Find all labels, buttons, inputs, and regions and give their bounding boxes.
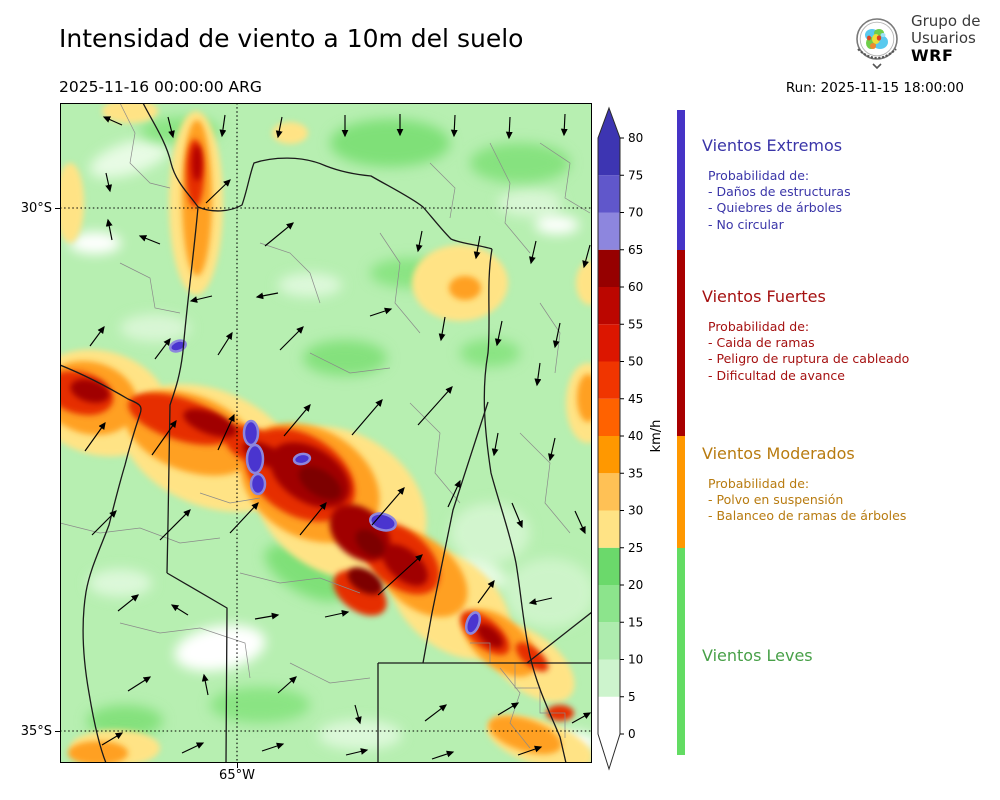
legend-section-leves: Vientos Leves	[702, 646, 992, 665]
category-bar-segment	[677, 436, 685, 548]
category-bar-segment	[677, 249, 685, 436]
svg-text:75: 75	[628, 168, 643, 182]
contour-fill-layer	[60, 103, 592, 763]
wind-arrows	[84, 113, 592, 760]
svg-text:10: 10	[628, 653, 643, 667]
axis-label-30s: 30°S	[20, 201, 52, 216]
province-borders	[60, 103, 592, 763]
svg-text:35: 35	[628, 466, 643, 480]
colorbar-unit-label: km/h	[649, 420, 664, 453]
legend-heading: Vientos Fuertes	[702, 287, 826, 306]
legend-section-moderados: Vientos Moderados Probabilidad de: - Pol…	[702, 444, 992, 525]
category-bar-segment	[677, 110, 685, 250]
svg-text:20: 20	[628, 578, 643, 592]
logo-globe-icon	[856, 18, 898, 70]
run-label: Run: 2025-11-15 18:00:00	[785, 80, 964, 96]
svg-text:60: 60	[628, 280, 643, 294]
svg-text:65: 65	[628, 243, 643, 257]
legend-heading: Vientos Extremos	[702, 136, 843, 155]
svg-text:55: 55	[628, 317, 643, 331]
legend-section-extremos: Vientos Extremos Probabilidad de: - Daño…	[702, 136, 992, 233]
category-bar-segment	[677, 547, 685, 755]
logo-text: Grupo de Usuarios WRF	[911, 12, 981, 65]
colorbar-bands	[598, 108, 620, 769]
category-bar	[677, 110, 685, 755]
axis-tick	[55, 731, 60, 732]
svg-text:0: 0	[628, 727, 636, 741]
legend-section-fuertes: Vientos Fuertes Probabilidad de: - Caida…	[702, 287, 992, 384]
axis-label-35s: 35°S	[20, 724, 52, 739]
axis-tick	[55, 208, 60, 209]
axis-label-65w: 65°W	[219, 768, 255, 783]
wind-intensity-map	[60, 103, 592, 763]
svg-text:80: 80	[628, 131, 643, 145]
svg-text:25: 25	[628, 541, 643, 555]
svg-text:50: 50	[628, 355, 643, 369]
map-frame	[60, 103, 592, 763]
extreme-wind-blobs	[169, 339, 482, 635]
svg-text:45: 45	[628, 392, 643, 406]
valid-time-label: 2025-11-16 00:00:00 ARG	[59, 78, 262, 96]
legend-heading: Vientos Leves	[702, 646, 813, 665]
graticule-lines	[60, 103, 592, 763]
svg-text:40: 40	[628, 429, 643, 443]
legend-heading: Vientos Moderados	[702, 444, 855, 463]
axis-tick	[237, 763, 238, 768]
svg-text:15: 15	[628, 615, 643, 629]
page-title: Intensidad de viento a 10m del suelo	[59, 24, 524, 53]
colorbar: 0 5 10 15 20 25 30 35 40 45 50 55 60 65 70 75 80 km/h	[597, 106, 664, 771]
colorbar-ticks: 0 5 10 15 20 25 30 35 40 45 50 55 60 65 70 75 80	[620, 131, 643, 741]
svg-text:70: 70	[628, 206, 643, 220]
svg-text:5: 5	[628, 690, 636, 704]
wrf-logo: Grupo de Usuarios WRF	[849, 13, 981, 71]
svg-text:30: 30	[628, 504, 643, 518]
